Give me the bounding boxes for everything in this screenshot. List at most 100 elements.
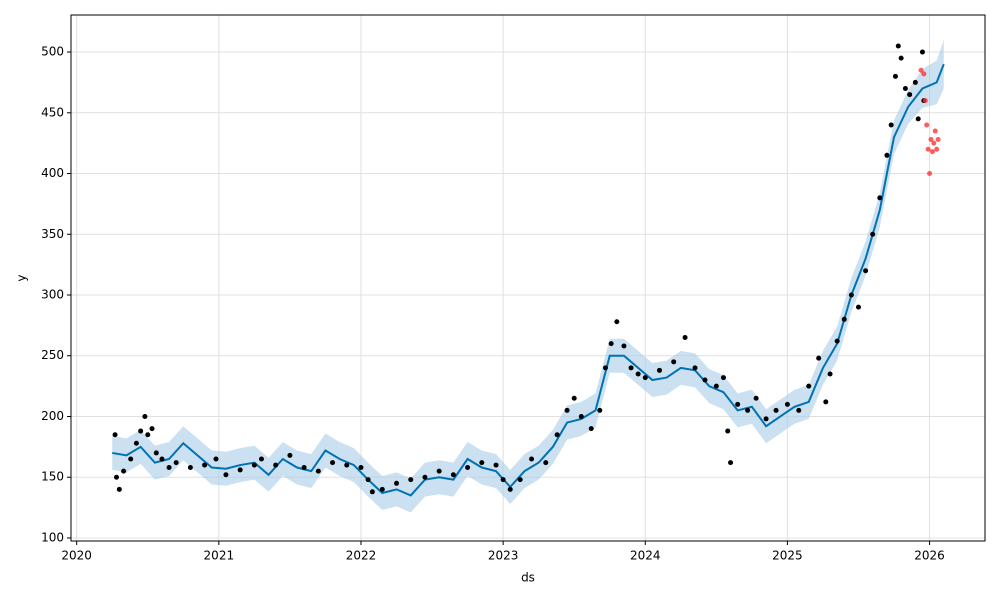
x-tick-label: 2020 (61, 549, 92, 563)
observed-point (682, 335, 688, 341)
observed-point (895, 43, 901, 49)
observed-point (258, 456, 264, 462)
observed-point (855, 304, 861, 310)
observed-point (408, 477, 414, 483)
plot-frame (70, 14, 986, 542)
observed-point (394, 480, 400, 486)
y-axis-label: y (15, 274, 29, 281)
observed-point (608, 341, 614, 347)
uncertainty-band (112, 39, 944, 513)
observed-point (564, 407, 570, 413)
observed-point (702, 377, 708, 383)
outlier-point (928, 137, 934, 143)
observed-point (578, 413, 584, 419)
observed-point (915, 116, 921, 122)
x-tick-label: 2023 (488, 549, 519, 563)
outlier-point (927, 171, 933, 177)
outlier-point (935, 137, 941, 143)
x-tick-label: 2022 (346, 549, 377, 563)
observed-point (121, 468, 127, 474)
observed-point (806, 383, 812, 389)
observed-point (919, 49, 925, 55)
y-tick-label: 400 (41, 166, 64, 180)
x-tick-label: 2024 (630, 549, 661, 563)
y-tick-label: 250 (41, 348, 64, 362)
observed-point (128, 456, 134, 462)
observed-point (543, 460, 549, 466)
observed-point (500, 477, 506, 483)
observed-point (597, 407, 603, 413)
observed-point (635, 371, 641, 377)
observed-point (344, 462, 350, 468)
y-tick-label: 350 (41, 227, 64, 241)
y-tick-label: 150 (41, 470, 64, 484)
observed-point (720, 375, 726, 381)
x-tick-label: 2021 (204, 549, 235, 563)
y-tick-label: 300 (41, 288, 64, 302)
outlier-point (931, 140, 937, 146)
forecast-line (112, 63, 945, 497)
observed-point (330, 460, 336, 466)
y-tick-label: 500 (41, 45, 64, 59)
observed-point (187, 465, 193, 471)
observed-point (145, 432, 151, 438)
outlier-point (922, 98, 928, 104)
outlier-point (934, 146, 940, 152)
observed-point (133, 440, 139, 446)
observed-point (763, 416, 769, 422)
observed-point (301, 465, 307, 471)
observed-point (142, 413, 148, 419)
observed-point (848, 292, 854, 298)
observed-point (888, 122, 894, 128)
observed-point (173, 460, 179, 466)
observed-point (728, 460, 734, 466)
observed-point (796, 407, 802, 413)
observed-point (273, 462, 279, 468)
observed-point (237, 467, 243, 473)
observed-point (656, 367, 662, 373)
observed-point (713, 383, 719, 389)
observed-point (287, 452, 293, 458)
observed-point (902, 85, 908, 91)
observed-point (422, 474, 428, 480)
observed-point (877, 195, 883, 201)
observed-point (773, 407, 779, 413)
observed-point (112, 432, 118, 438)
observed-point (870, 231, 876, 237)
observed-point (642, 375, 648, 381)
observed-point (365, 477, 371, 483)
observed-point (315, 468, 321, 474)
observed-point (554, 432, 560, 438)
observed-point (493, 462, 499, 468)
observed-point (614, 319, 620, 325)
observed-point (692, 365, 698, 371)
observed-point (827, 371, 833, 377)
observed-point (823, 399, 829, 405)
observed-point (358, 465, 364, 471)
observed-point (602, 365, 608, 371)
observed-point (113, 474, 119, 480)
observed-point (159, 456, 165, 462)
observed-point (834, 338, 840, 344)
observed-point (450, 472, 456, 478)
outlier-point (918, 67, 924, 73)
y-tick-label: 100 (41, 530, 64, 544)
observed-point (369, 489, 375, 495)
observed-point (166, 465, 172, 471)
observed-point (725, 428, 731, 434)
observed-point (892, 73, 898, 79)
x-tick-label: 2025 (772, 549, 803, 563)
observed-point (465, 465, 471, 471)
observed-point (379, 486, 385, 492)
observed-point (912, 79, 918, 85)
y-tick-label: 450 (41, 105, 64, 119)
observed-point (784, 401, 790, 407)
outlier-point (932, 128, 938, 134)
observed-point (671, 359, 677, 365)
observed-point (745, 407, 751, 413)
observed-point (149, 426, 155, 432)
observed-point (571, 395, 577, 401)
observed-point (251, 462, 257, 468)
